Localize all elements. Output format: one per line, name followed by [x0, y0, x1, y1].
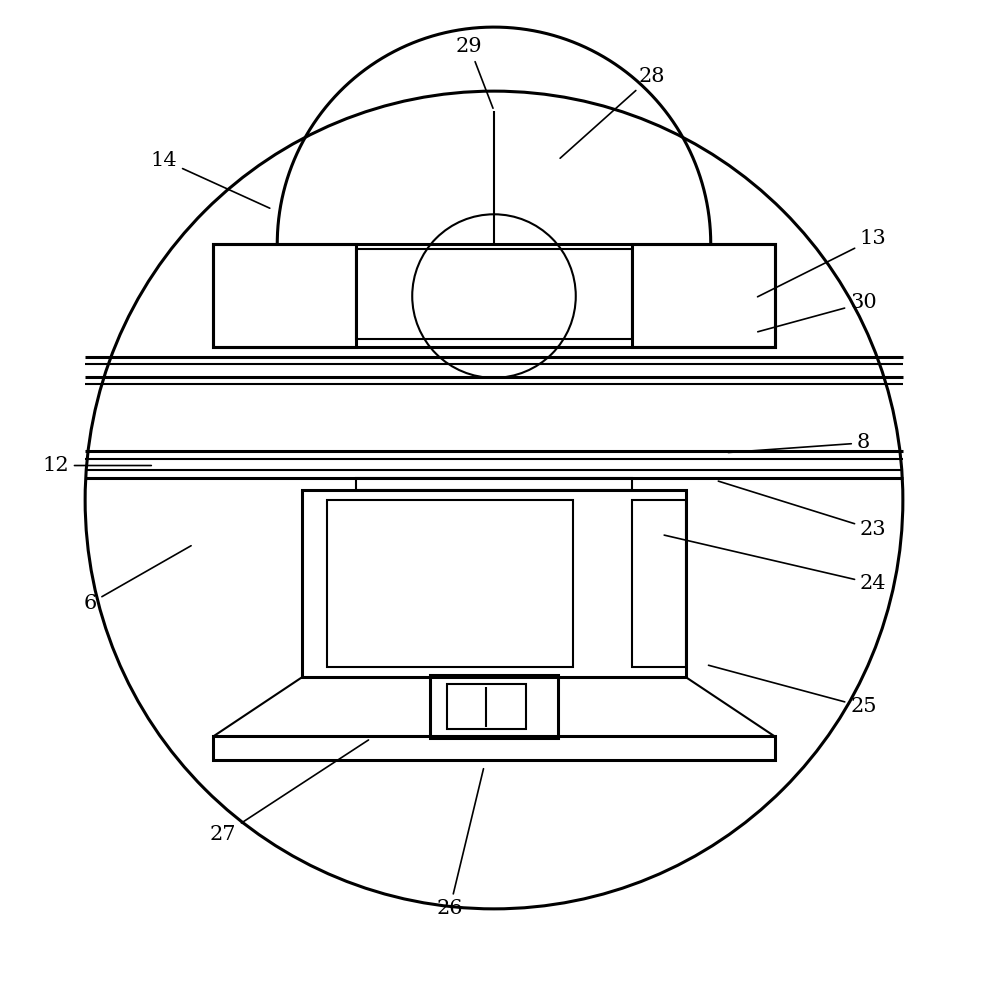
Bar: [632, 244, 775, 347]
Bar: [447, 684, 526, 729]
Text: 28: 28: [560, 67, 665, 158]
Text: 13: 13: [758, 229, 886, 297]
Text: 24: 24: [664, 535, 886, 593]
Text: 12: 12: [42, 456, 151, 475]
Text: 27: 27: [209, 740, 369, 844]
Bar: [213, 244, 775, 347]
Bar: [302, 490, 686, 677]
Text: 8: 8: [728, 433, 870, 453]
Bar: [356, 249, 632, 339]
Text: 26: 26: [437, 769, 483, 918]
Bar: [356, 478, 632, 490]
Text: 6: 6: [83, 546, 191, 613]
Bar: [213, 244, 356, 347]
Text: 23: 23: [718, 481, 886, 539]
Text: 30: 30: [758, 293, 876, 332]
Text: 14: 14: [150, 151, 270, 208]
Text: 29: 29: [456, 37, 493, 108]
Bar: [632, 500, 686, 667]
Bar: [213, 736, 775, 760]
Text: 25: 25: [708, 665, 876, 716]
Bar: [326, 500, 573, 667]
Bar: [430, 675, 558, 738]
